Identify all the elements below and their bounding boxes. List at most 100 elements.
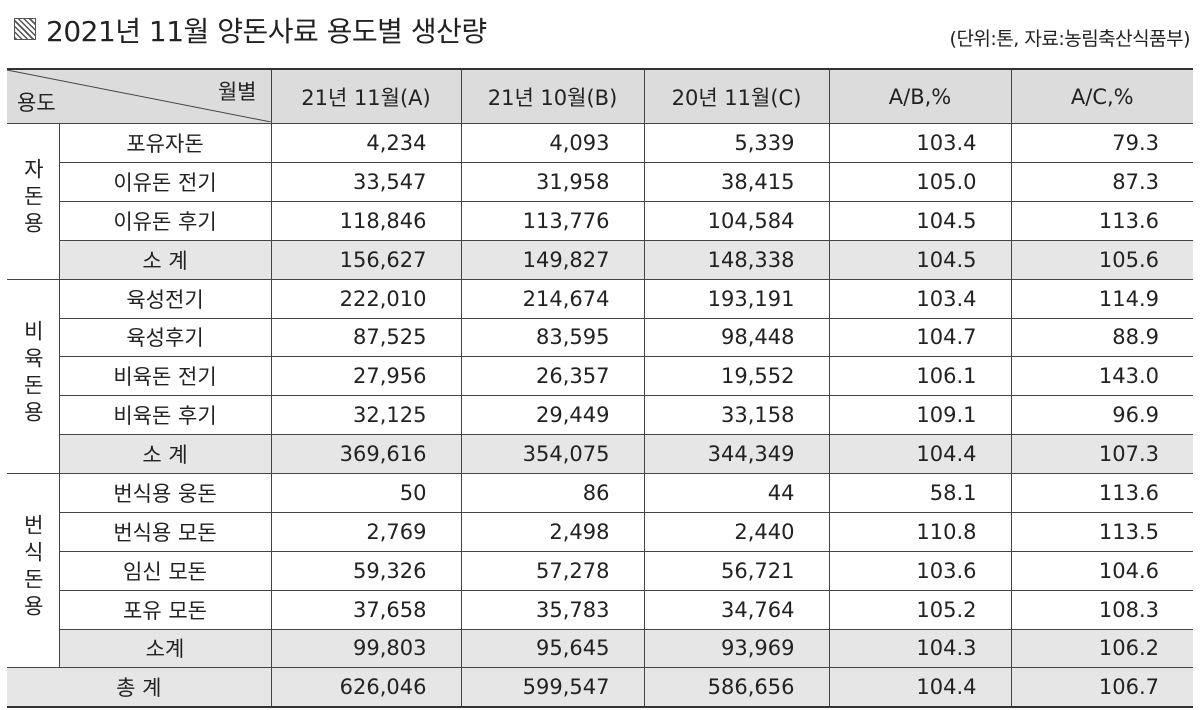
value-cell: 2,440 [643, 511, 830, 552]
value-cell: 104.3 [828, 628, 1012, 669]
column-header: 21년 11월(A) [270, 68, 462, 125]
value-cell: 113.5 [1010, 511, 1193, 552]
group-label-cell: 비육돈용 [7, 278, 60, 475]
row-label: 소 계 [59, 239, 272, 280]
column-header: 21년 10월(B) [460, 68, 645, 125]
value-cell: 87.3 [1010, 162, 1193, 202]
row-label: 소 계 [59, 434, 272, 475]
value-cell: 586,656 [643, 667, 830, 708]
value-cell: 56,721 [643, 550, 830, 591]
value-cell: 118,846 [270, 200, 462, 241]
value-cell: 143.0 [1010, 356, 1193, 397]
value-cell: 44 [643, 473, 830, 513]
value-cell: 148,338 [643, 239, 830, 280]
value-cell: 369,616 [270, 434, 462, 475]
value-cell: 2,498 [460, 511, 645, 552]
value-cell: 87,525 [270, 317, 462, 358]
title-bar: 2021년 11월 양돈사료 용도별 생산량 (단위:톤, 자료:농림축산식품부… [6, 0, 1194, 64]
column-header: A/C,% [1010, 68, 1193, 125]
value-cell: 354,075 [460, 434, 645, 475]
subtotal-row: 소 계 156,627 149,827 148,338 104.5 105.6 [7, 239, 1193, 280]
value-cell: 26,357 [460, 356, 645, 397]
unit-source-note: (단위:톤, 자료:농림축산식품부) [949, 28, 1191, 50]
value-cell: 34,764 [643, 589, 830, 630]
value-cell: 104.6 [1010, 550, 1193, 591]
row-label: 비육돈 전기 [59, 356, 272, 397]
row-label: 비육돈 후기 [59, 395, 272, 436]
value-cell: 113.6 [1010, 473, 1193, 513]
value-cell: 33,158 [643, 395, 830, 436]
value-cell: 110.8 [828, 511, 1012, 552]
table-row: 임신 모돈 59,326 57,278 56,721 103.6 104.6 [7, 550, 1193, 591]
production-table: 월별 용도 21년 11월(A) 21년 10월(B) 20년 11월(C) A… [7, 68, 1193, 708]
table-row: 이유돈 전기 33,547 31,958 38,415 105.0 87.3 [7, 162, 1193, 202]
table-row: 비육돈용 육성전기 222,010 214,674 193,191 103.4 114.9 [7, 278, 1193, 475]
value-cell: 109.1 [828, 395, 1012, 436]
value-cell: 32,125 [270, 395, 462, 436]
row-label: 육성후기 [59, 317, 272, 358]
grand-total-label: 총 계 [7, 667, 272, 708]
value-cell: 105.2 [828, 589, 1012, 630]
group-label: 번식돈용 [20, 514, 45, 623]
value-cell: 114.9 [1010, 278, 1193, 319]
row-label: 포유자돈 [58, 123, 272, 164]
value-cell: 104.4 [828, 667, 1012, 708]
value-cell: 37,658 [270, 589, 462, 630]
group-label-cell: 번식돈용 [7, 473, 60, 669]
hatched-square-icon [14, 18, 36, 40]
corner-header-cell: 월별 용도 [7, 68, 272, 125]
table-row: 비육돈 전기 27,956 26,357 19,552 106.1 143.0 [7, 356, 1193, 397]
group-label-cell: 자돈용 [7, 123, 60, 280]
corner-month-label: 월별 [217, 80, 257, 104]
value-cell: 50 [270, 473, 462, 513]
value-cell: 599,547 [460, 667, 645, 708]
value-cell: 105.0 [828, 162, 1012, 202]
value-cell: 106.7 [1010, 667, 1193, 708]
row-label: 육성전기 [58, 278, 272, 319]
grand-total-row: 총 계 626,046 599,547 586,656 104.4 106.7 [7, 667, 1193, 708]
table-body: 월별 용도 21년 11월(A) 21년 10월(B) 20년 11월(C) A… [7, 68, 1193, 708]
table-row: 이유돈 후기 118,846 113,776 104,584 104.5 113.6 [7, 200, 1193, 241]
table-row: 육성후기 87,525 83,595 98,448 104.7 88.9 [7, 317, 1193, 358]
value-cell: 96.9 [1010, 395, 1193, 436]
value-cell: 105.6 [1010, 239, 1193, 280]
value-cell: 193,191 [643, 278, 830, 319]
value-cell: 149,827 [460, 239, 645, 280]
column-header: 20년 11월(C) [643, 68, 830, 125]
value-cell: 5,339 [643, 123, 830, 164]
table-row: 비육돈 후기 32,125 29,449 33,158 109.1 96.9 [7, 395, 1193, 436]
value-cell: 38,415 [643, 162, 830, 202]
value-cell: 214,674 [460, 278, 645, 319]
value-cell: 29,449 [460, 395, 645, 436]
row-label: 번식용 모돈 [59, 511, 272, 552]
column-header: A/B,% [828, 68, 1012, 125]
row-label: 임신 모돈 [59, 550, 272, 591]
value-cell: 58.1 [828, 473, 1012, 513]
subtotal-row: 소계 99,803 95,645 93,969 104.3 106.2 [7, 628, 1193, 669]
diagonal-divider [7, 70, 270, 122]
value-cell: 35,783 [460, 589, 645, 630]
table-row: 번식돈용 번식용 웅돈 50 86 44 58.1 113.6 [7, 473, 1193, 669]
value-cell: 344,349 [643, 434, 830, 475]
value-cell: 107.3 [1010, 434, 1193, 475]
value-cell: 4,234 [270, 123, 462, 164]
value-cell: 59,326 [270, 550, 462, 591]
value-cell: 104,584 [643, 200, 830, 241]
value-cell: 626,046 [270, 667, 462, 708]
value-cell: 4,093 [460, 123, 645, 164]
table-row: 자돈용 포유자돈 4,234 4,093 5,339 103.4 79.3 [7, 123, 1193, 280]
value-cell: 108.3 [1010, 589, 1193, 630]
value-cell: 57,278 [460, 550, 645, 591]
row-label: 포유 모돈 [59, 589, 272, 630]
table-row: 번식용 모돈 2,769 2,498 2,440 110.8 113.5 [7, 511, 1193, 552]
header-row: 월별 용도 21년 11월(A) 21년 10월(B) 20년 11월(C) A… [7, 68, 1193, 125]
value-cell: 104.5 [828, 200, 1012, 241]
group-label: 비육돈용 [20, 319, 45, 428]
group-label: 자돈용 [20, 158, 45, 240]
value-cell: 2,769 [270, 511, 462, 552]
value-cell: 103.6 [828, 550, 1012, 591]
row-label: 번식용 웅돈 [58, 473, 272, 513]
value-cell: 113.6 [1010, 200, 1193, 241]
value-cell: 113,776 [460, 200, 645, 241]
value-cell: 99,803 [270, 628, 462, 669]
